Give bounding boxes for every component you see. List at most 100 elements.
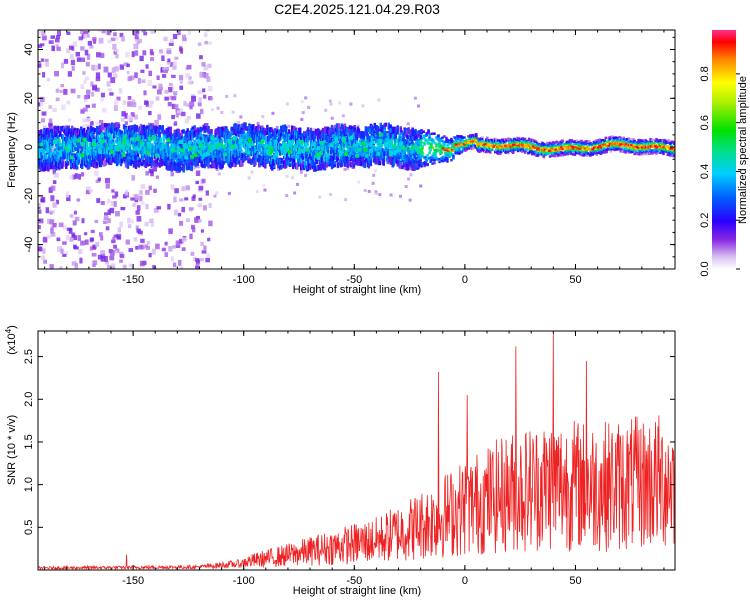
heatmap-cell [129, 75, 135, 81]
heatmap-cell [184, 118, 190, 124]
heatmap-cell [374, 192, 378, 196]
heatmap-cell [40, 129, 43, 136]
heatmap-cell [233, 94, 237, 98]
heatmap-cell [238, 124, 241, 130]
heatmap-cell [179, 80, 183, 84]
heatmap-cell [240, 149, 243, 155]
heatmap-cell [94, 170, 99, 177]
heatmap-cell [124, 121, 129, 125]
heatmap-cell [76, 57, 82, 62]
heatmap-cell [113, 244, 117, 249]
heatmap-cell [461, 136, 464, 139]
heatmap-cell [52, 107, 57, 112]
heatmap-cell [50, 159, 53, 165]
heatmap-cell [137, 38, 143, 44]
heatmap-cell [208, 203, 212, 208]
heatmap-cell [389, 124, 392, 128]
heatmap-cell [262, 146, 265, 151]
heatmap-cell [157, 128, 161, 134]
heatmap-cell [442, 155, 445, 158]
heatmap-cell [150, 157, 154, 163]
heatmap-cell [38, 218, 44, 224]
heatmap-cell [206, 76, 211, 83]
heatmap-cell [446, 140, 449, 144]
heatmap-cell [193, 138, 198, 143]
heatmap-cell [206, 252, 210, 258]
heatmap-cell [199, 55, 203, 60]
heatmap-cell [266, 151, 269, 156]
heatmap-cell [200, 229, 204, 233]
heatmap-cell [430, 143, 433, 146]
heatmap-cell [247, 130, 250, 137]
heatmap-cell [400, 157, 403, 161]
heatmap-cell [78, 36, 84, 41]
heatmap-cell [118, 88, 123, 94]
heatmap-cell [441, 139, 444, 143]
heatmap-cell [100, 96, 104, 102]
heatmap-cell [45, 207, 50, 214]
heatmap-cell [166, 141, 169, 148]
heatmap-cell [52, 202, 57, 208]
heatmap-cell [453, 140, 456, 144]
heatmap-cell [182, 37, 187, 42]
heatmap-cell [140, 245, 145, 250]
heatmap-cell [92, 84, 98, 91]
heatmap-cell [260, 151, 263, 155]
heatmap-cell [333, 162, 337, 168]
heatmap-cell [173, 61, 178, 66]
heatmap-cell [95, 138, 99, 144]
heatmap-cell [320, 154, 324, 159]
heatmap-cell [386, 132, 389, 137]
heatmap-cell [199, 258, 204, 262]
heatmap-cell [241, 153, 244, 158]
heatmap-cell [231, 126, 234, 133]
heatmap-cell [113, 50, 118, 55]
heatmap-cell [283, 160, 286, 166]
heatmap-cell [376, 127, 380, 134]
heatmap-cell [331, 162, 335, 169]
heatmap-cell [322, 151, 326, 155]
heatmap-cell [285, 137, 288, 142]
heatmap-cell [49, 219, 55, 225]
heatmap-cell [69, 236, 74, 242]
heatmap-cell [187, 80, 192, 85]
heatmap-cell [56, 237, 61, 242]
heatmap-cell [77, 235, 82, 241]
heatmap-cell [176, 110, 182, 114]
heatmap-cell [89, 125, 93, 133]
heatmap-cell [242, 133, 245, 137]
heatmap-cell [82, 71, 86, 75]
heatmap-cell [355, 140, 359, 146]
heatmap-cell [198, 185, 204, 191]
heatmap-cell [306, 133, 310, 141]
heatmap-cell [114, 191, 119, 197]
heatmap-cell [167, 127, 170, 133]
heatmap-cell [297, 142, 301, 148]
heatmap-cell [413, 135, 416, 141]
heatmap-cell [125, 51, 130, 58]
heatmap-cell [110, 77, 116, 84]
heatmap-cell [130, 112, 135, 117]
heatmap-cell [41, 155, 44, 163]
heatmap-cell [197, 90, 203, 95]
heatmap-cell [443, 159, 446, 163]
heatmap-cell [181, 186, 186, 192]
heatmap-cell [136, 152, 140, 159]
heatmap-cell [261, 155, 264, 162]
heatmap-cell [99, 232, 103, 237]
heatmap-cell [213, 194, 217, 198]
heatmap-cell [111, 263, 116, 268]
heatmap-cell [171, 96, 177, 101]
heatmap-cell [441, 159, 444, 163]
heatmap-cell [443, 135, 446, 138]
heatmap-cell [253, 138, 256, 144]
heatmap-cell [79, 30, 84, 34]
heatmap-cell [51, 145, 57, 152]
heatmap-cell [331, 159, 335, 165]
heatmap-cell [56, 150, 59, 156]
heatmap-cell [43, 127, 46, 134]
heatmap-cell [126, 63, 130, 68]
heatmap-cell [147, 80, 153, 87]
heatmap-cell [259, 138, 262, 143]
heatmap-cell [110, 37, 116, 42]
